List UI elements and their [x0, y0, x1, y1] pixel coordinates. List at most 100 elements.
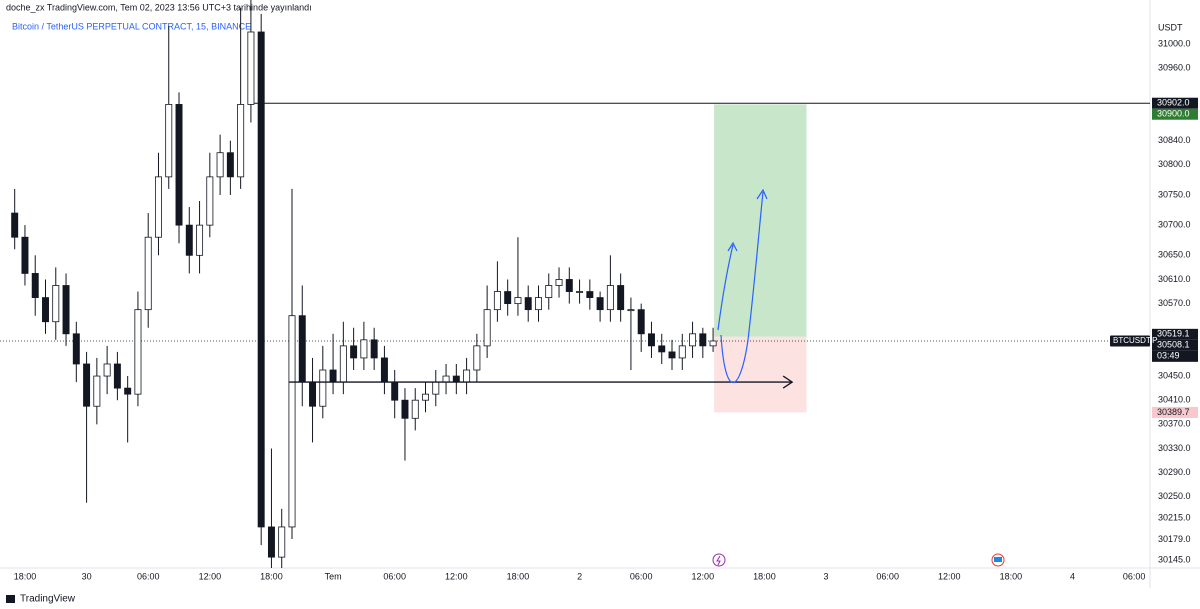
candle-body	[463, 369, 471, 383]
legend: Bitcoin / TetherUS PERPETUAL CONTRACT, 1…	[12, 21, 251, 31]
candle-body	[31, 273, 39, 298]
y-tick-label: 30700.0	[1158, 220, 1191, 230]
candle-body	[647, 333, 655, 347]
price-label: 30519.1	[1157, 329, 1190, 339]
candle-body	[206, 176, 214, 226]
price-label: 30900.0	[1157, 109, 1190, 119]
candle-body	[134, 309, 142, 395]
candle-body	[596, 297, 604, 311]
candle-body	[442, 375, 450, 383]
x-tick-label: 06:00	[630, 571, 653, 581]
event-icon[interactable]	[712, 553, 726, 567]
countdown: 03:49	[1157, 351, 1180, 361]
symbol-label: BTCUSDT.P	[1113, 336, 1157, 345]
x-tick-label: 06:00	[876, 571, 899, 581]
y-tick-label: 30450.0	[1158, 370, 1191, 380]
y-tick-label: 30410.0	[1158, 395, 1191, 405]
candle-body	[83, 363, 91, 407]
candle-body	[606, 285, 614, 311]
event-icon-glyph	[716, 555, 721, 566]
candle-body	[473, 345, 481, 371]
position-loss	[714, 336, 807, 413]
x-tick-label: 12:00	[199, 571, 222, 581]
price-label-box	[1152, 97, 1198, 109]
x-tick-label: 12:00	[445, 571, 468, 581]
price-label: 30902.0	[1157, 98, 1190, 108]
price-label-box	[1152, 406, 1198, 418]
y-tick-label: 30960.0	[1158, 63, 1191, 73]
x-tick-label: 12:00	[692, 571, 715, 581]
candle-body	[360, 339, 368, 359]
x-tick-label: 2	[577, 571, 582, 581]
price-label-box	[1152, 108, 1198, 120]
candle-body	[196, 224, 204, 256]
candle-body	[555, 279, 563, 286]
candle-body	[576, 291, 584, 293]
candle-body	[144, 236, 152, 311]
candle-body	[21, 236, 29, 274]
candle-body	[72, 333, 80, 365]
candle-body	[401, 399, 409, 419]
candle-body	[154, 176, 162, 238]
candle-body	[637, 309, 645, 335]
price-label: 30389.7	[1157, 407, 1190, 417]
x-tick-label: 18:00	[1000, 571, 1023, 581]
y-tick-label: 30145.0	[1158, 555, 1191, 565]
candle-body	[339, 345, 347, 383]
candle-body	[278, 526, 286, 558]
price-label-box	[1152, 339, 1198, 351]
candle-body	[668, 351, 676, 359]
y-tick-label: 30650.0	[1158, 250, 1191, 260]
x-tick-label: Tem	[325, 571, 342, 581]
footer-logo	[6, 595, 15, 603]
candle-body	[586, 291, 594, 298]
candle-body	[185, 224, 193, 256]
header: doche_zx TradingView.com, Tem 02, 2023 1…	[6, 2, 312, 12]
candle-body	[370, 339, 378, 359]
y-tick-label: 30610.0	[1158, 274, 1191, 284]
candle-body	[62, 285, 70, 335]
candle-body	[380, 357, 388, 383]
x-tick-label: 18:00	[260, 571, 283, 581]
candle-body	[226, 152, 234, 178]
x-tick-label: 4	[1070, 571, 1075, 581]
y-tick-label: 30370.0	[1158, 419, 1191, 429]
drawing-curve	[717, 241, 738, 331]
x-tick-label: 30	[82, 571, 92, 581]
event-icon-glyph	[994, 557, 1002, 562]
symbol-box	[1110, 335, 1150, 347]
candle-body	[452, 375, 460, 383]
candle-body	[565, 279, 573, 292]
drawing-curve	[720, 188, 768, 384]
candle-body	[247, 31, 255, 105]
candle-body	[237, 104, 245, 178]
y-tick-label: 30840.0	[1158, 135, 1191, 145]
candle-body	[350, 345, 358, 359]
candle-body	[42, 297, 49, 323]
candle-body	[678, 345, 686, 359]
y-tick-label: 30800.0	[1158, 159, 1191, 169]
candle-body	[699, 333, 707, 347]
footer: TradingView	[20, 594, 76, 605]
candle-body	[535, 297, 542, 311]
candle-body	[52, 285, 60, 323]
x-tick-label: 18:00	[507, 571, 530, 581]
plot	[0, 0, 1150, 568]
currency: USDT	[1158, 22, 1183, 32]
candle-body	[411, 399, 419, 419]
candle-body	[11, 212, 19, 238]
candle-body	[288, 315, 296, 528]
y-tick-label: 30215.0	[1158, 512, 1191, 522]
candle-body	[627, 309, 635, 312]
y-tick-label: 30750.0	[1158, 189, 1191, 199]
candle-body	[124, 387, 132, 395]
candle-body	[175, 104, 183, 226]
candle-body	[329, 369, 337, 383]
candle-body	[504, 291, 512, 305]
candle-body	[658, 345, 666, 353]
candle-body	[216, 152, 224, 178]
candle-body	[545, 285, 553, 298]
candle-body	[524, 297, 532, 311]
candle-body	[483, 309, 491, 347]
